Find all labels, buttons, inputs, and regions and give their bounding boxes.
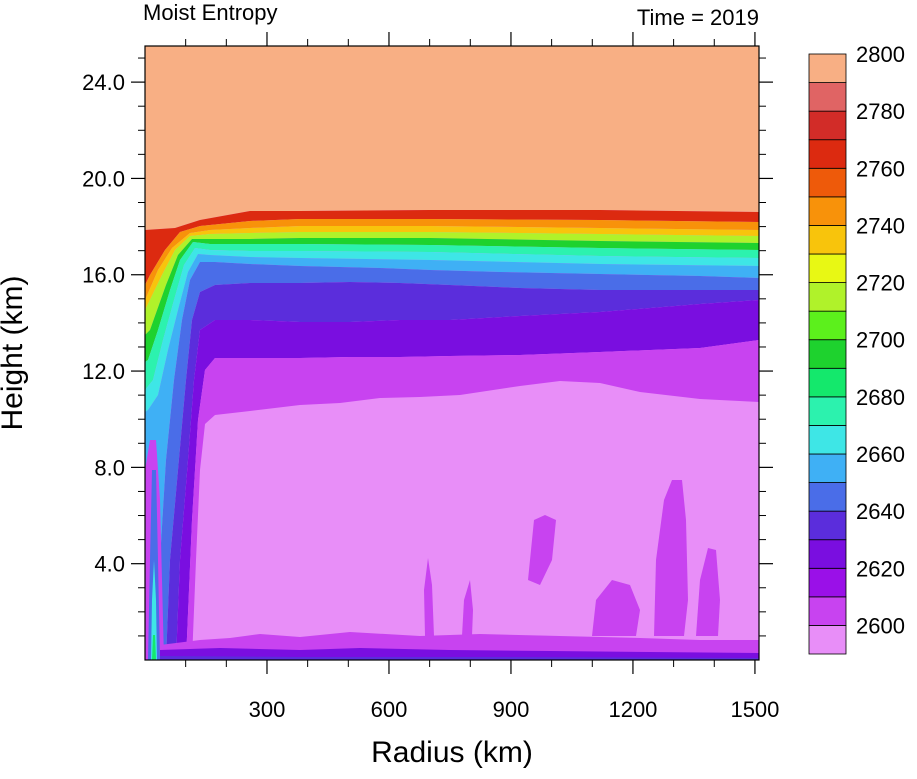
colorbar-label: 2620 <box>856 556 905 581</box>
contour-plume-4 <box>592 580 640 636</box>
colorbar-label: 2780 <box>856 99 905 124</box>
contour-plume-5 <box>654 480 688 636</box>
colorbar-label: 2640 <box>856 499 905 524</box>
colorbar-swatch <box>808 253 847 283</box>
x-tick-label: 900 <box>493 697 530 722</box>
colorbar-labels: 2600 2620 2640 2660 2680 2700 2720 2740 2760 2780… <box>856 42 905 638</box>
colorbar-label: 2720 <box>856 271 905 296</box>
colorbar-swatch <box>808 510 847 541</box>
axis-ticks <box>131 32 773 674</box>
colorbar-swatch <box>808 225 847 255</box>
colorbar-swatch <box>808 110 847 141</box>
colorbar-swatch <box>808 539 847 569</box>
colorbar-swatch <box>808 196 847 226</box>
colorbar-swatch <box>808 625 847 655</box>
contour-band-2660-2650 <box>145 248 759 412</box>
x-tick-label: 1500 <box>730 697 779 722</box>
chart-title-right: Time = 2019 <box>637 5 759 30</box>
x-tick-labels: 300 600 900 1200 1500 <box>249 697 780 722</box>
contour-plume-2 <box>462 580 473 636</box>
x-tick-label: 600 <box>371 697 408 722</box>
y-tick-label: 16.0 <box>82 263 125 288</box>
y-axis-title: Height (km) <box>0 275 29 430</box>
plot-frame <box>144 45 760 661</box>
colorbar-swatch <box>808 396 847 426</box>
colorbar-label: 2740 <box>856 213 905 238</box>
contour-band-2800 <box>145 46 759 230</box>
contour-band-2790-2760 <box>145 210 759 285</box>
colorbar-swatch <box>808 139 847 169</box>
contour-eyewall-2690 <box>152 635 156 660</box>
contour-plume-6 <box>696 548 720 636</box>
contour-band-2600-2610 <box>186 340 759 660</box>
colorbar-label: 2700 <box>856 328 905 353</box>
y-tick-label: 24.0 <box>82 70 125 95</box>
y-tick-label: 12.0 <box>82 359 125 384</box>
colorbar-swatch <box>808 339 847 369</box>
contour-plume-3 <box>528 515 556 585</box>
contour-band-2610-2620 <box>176 300 759 660</box>
contour-band-2760-2740 <box>145 219 759 300</box>
colorbar-label: 2600 <box>856 613 905 638</box>
colorbar-swatch <box>808 367 847 398</box>
colorbar-swatch <box>808 596 847 626</box>
colorbar <box>808 53 847 655</box>
y-tick-labels: 4.0 8.0 12.0 16.0 20.0 24.0 <box>82 70 125 577</box>
colorbar-swatch <box>808 482 847 512</box>
colorbar-swatch <box>808 310 847 341</box>
colorbar-label: 2660 <box>856 442 905 467</box>
contour-band-2680-2660 <box>145 242 759 390</box>
contour-band-2620-2630 <box>166 282 759 660</box>
y-tick-label: 4.0 <box>94 552 125 577</box>
chart-title-left: Moist Entropy <box>143 0 278 25</box>
y-tick-label: 8.0 <box>94 455 125 480</box>
colorbar-label: 2760 <box>856 156 905 181</box>
colorbar-swatch <box>808 567 847 598</box>
x-tick-label: 300 <box>249 697 286 722</box>
x-tick-label: 1200 <box>608 697 657 722</box>
colorbar-swatch <box>808 82 847 112</box>
contour-plume-1 <box>424 558 434 636</box>
colorbar-swatch <box>808 425 847 455</box>
colorbar-swatch <box>808 453 847 483</box>
contour-boundary-layer-2630 <box>160 656 759 660</box>
x-axis-title: Radius (km) <box>371 736 533 769</box>
colorbar-swatch <box>808 167 847 198</box>
contour-plot-area <box>145 46 759 660</box>
contour-eyewall-2660 <box>151 560 157 660</box>
colorbar-swatch <box>808 282 847 312</box>
colorbar-label: 2680 <box>856 385 905 410</box>
y-tick-label: 20.0 <box>82 166 125 191</box>
contour-band-2740-2720 <box>145 226 759 310</box>
colorbar-swatch <box>808 53 847 83</box>
colorbar-label: 2800 <box>856 42 905 67</box>
